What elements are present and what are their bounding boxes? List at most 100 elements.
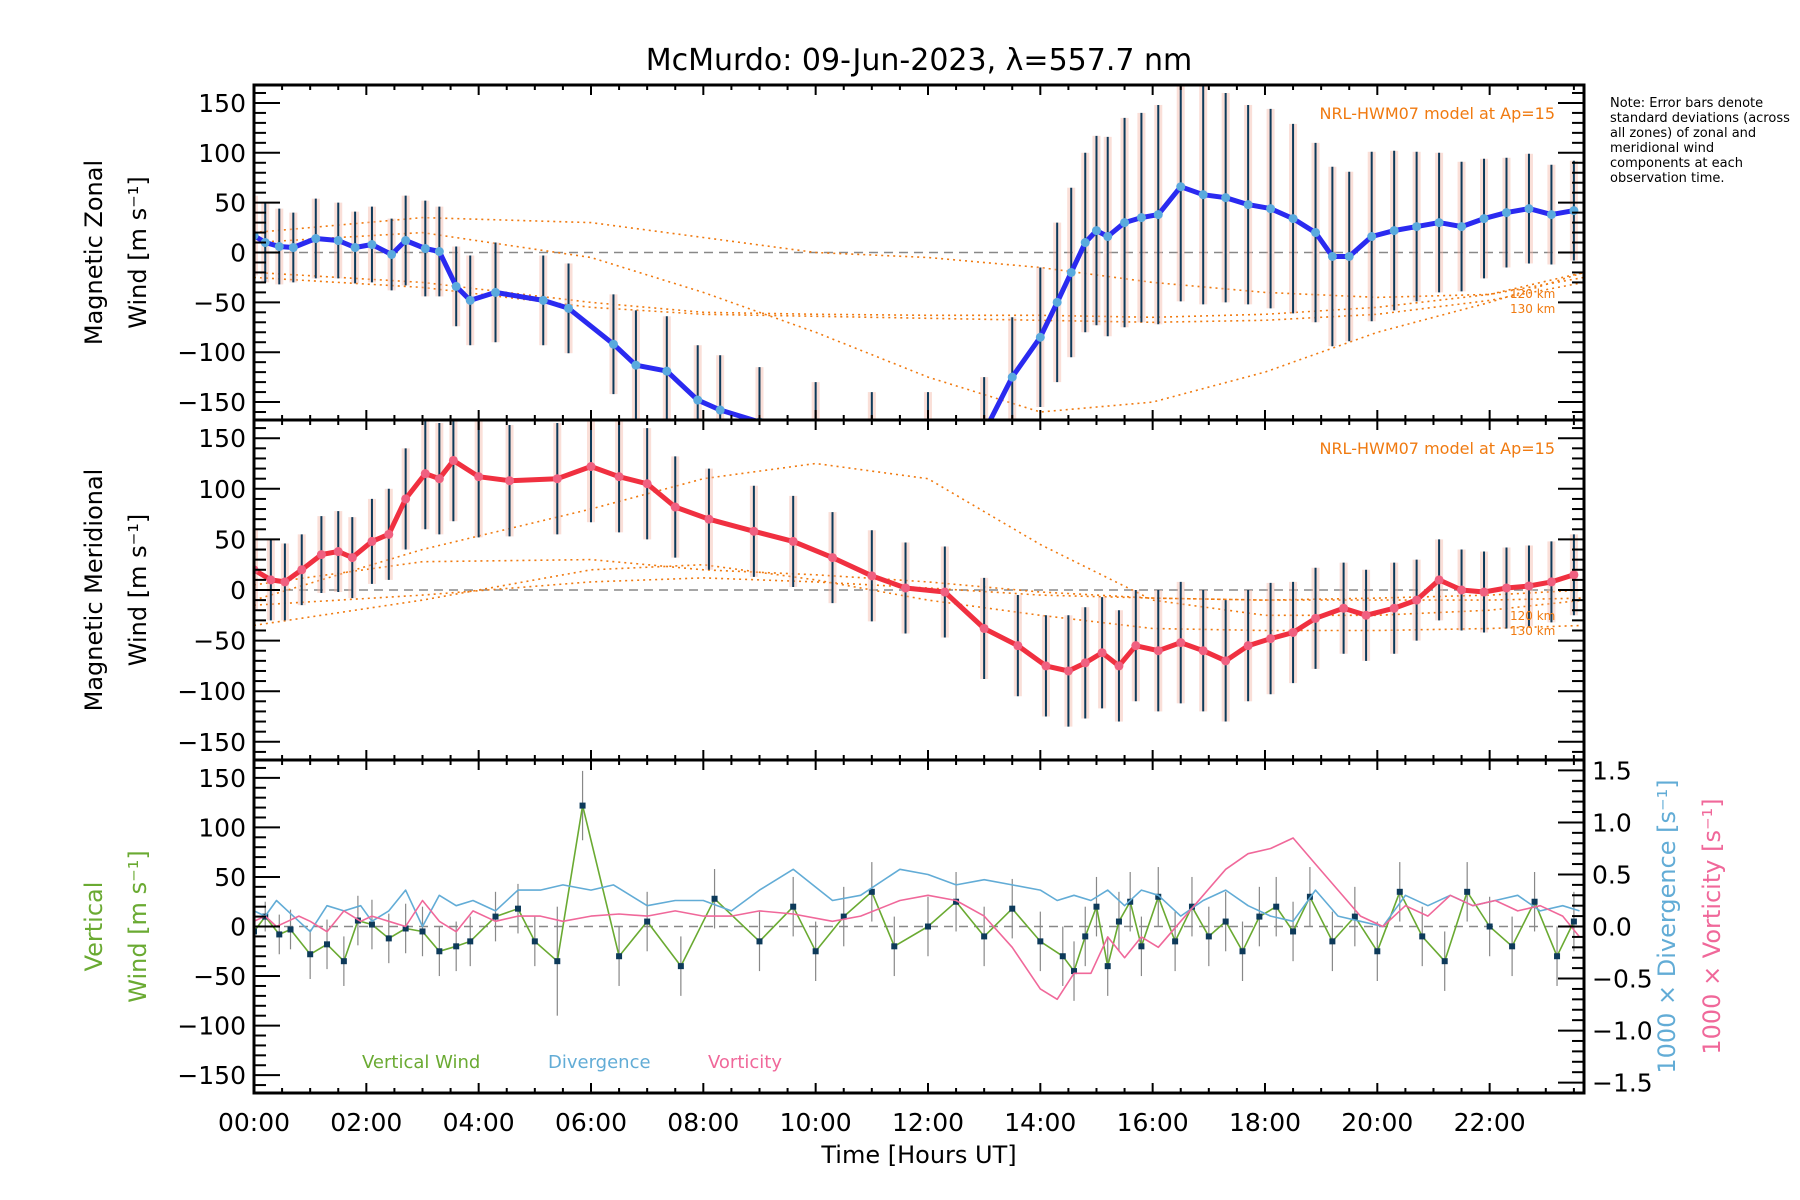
data-point — [1419, 933, 1426, 940]
y-tick-label: 100 — [198, 813, 246, 842]
data-point — [811, 432, 820, 441]
series-vertical-wind — [254, 770, 1577, 1016]
panel-meridional: −150 −100 −50 0 50 100 150 NRL-HWM07 model at A… — [80, 418, 1586, 762]
data-point — [891, 943, 898, 950]
altitude-label: 130 km — [1510, 302, 1555, 316]
data-point — [1361, 610, 1371, 620]
data-point — [788, 536, 798, 546]
data-point — [756, 938, 763, 945]
x-tick-label: 06:00 — [555, 1108, 627, 1137]
model-curve-0 — [254, 462, 1584, 617]
data-point — [419, 928, 426, 935]
data-point — [1389, 603, 1399, 613]
data-point — [1351, 913, 1358, 920]
data-point — [1131, 641, 1141, 651]
legend-item: Vorticity — [708, 1052, 782, 1073]
y-tick-label: 0 — [230, 576, 246, 605]
data-point — [354, 917, 361, 924]
data-point — [387, 249, 397, 259]
y-tick-label: 0 — [230, 913, 246, 942]
data-point — [1389, 226, 1399, 236]
plot-area — [254, 420, 1584, 727]
data-point — [1035, 332, 1045, 342]
data-point — [1155, 893, 1162, 900]
data-point — [491, 287, 501, 297]
y-tick-label: 100 — [198, 139, 246, 168]
y-tick-label: 150 — [198, 424, 246, 453]
data-point — [704, 514, 714, 524]
data-point — [288, 243, 298, 253]
data-point — [1172, 938, 1179, 945]
data-point — [1329, 938, 1336, 945]
data-point — [465, 295, 475, 305]
data-point — [1509, 943, 1516, 950]
data-point — [1344, 251, 1354, 261]
data-point — [311, 234, 321, 244]
y2-tick-label: −1.0 — [1592, 1017, 1653, 1046]
data-point — [1114, 661, 1124, 671]
data-point — [1104, 963, 1111, 970]
altitude-label: 130 km — [1510, 624, 1555, 638]
data-point — [840, 913, 847, 920]
data-point — [1457, 222, 1467, 232]
data-point — [1222, 918, 1229, 925]
y-label-line1: Vertical — [80, 882, 108, 972]
data-point — [1273, 903, 1280, 910]
data-point — [711, 895, 718, 902]
y-tick-label: 150 — [198, 764, 246, 793]
data-point — [1188, 903, 1195, 910]
data-point — [1097, 648, 1107, 658]
model-curve-2 — [254, 271, 1584, 319]
y-tick-label: −100 — [177, 677, 246, 706]
data-point — [1374, 948, 1381, 955]
data-point — [1221, 193, 1231, 203]
data-point — [812, 948, 819, 955]
data-point — [1115, 918, 1122, 925]
series-meridional-wind — [254, 420, 1579, 727]
data-point — [402, 925, 409, 932]
data-point — [1524, 581, 1534, 591]
data-point — [614, 472, 624, 482]
data-point — [538, 295, 548, 305]
data-point — [828, 553, 838, 563]
y-tick-label: −50 — [193, 627, 246, 656]
data-point — [924, 923, 931, 930]
data-point — [340, 958, 347, 965]
data-point — [474, 472, 484, 482]
y-tick-label: 50 — [214, 525, 246, 554]
data-point — [1290, 928, 1297, 935]
y2-tick-label: 1.0 — [1592, 808, 1632, 837]
data-point — [579, 802, 586, 809]
data-point — [324, 941, 331, 948]
y2-tick-label: −1.5 — [1592, 1069, 1653, 1098]
x-tick-label: 02:00 — [330, 1108, 402, 1137]
y-tick-label: −150 — [177, 388, 246, 417]
data-point — [1013, 641, 1023, 651]
data-point — [451, 281, 461, 291]
data-point — [420, 244, 430, 254]
plot-area — [254, 770, 1584, 1016]
data-point — [350, 243, 360, 253]
data-point — [434, 474, 444, 484]
data-point — [1205, 933, 1212, 940]
data-point — [401, 236, 411, 246]
y2-tick-label: 1.5 — [1592, 756, 1632, 785]
data-point — [1501, 583, 1511, 593]
data-point — [1136, 213, 1146, 223]
data-point — [1531, 898, 1538, 905]
data-point — [1120, 218, 1130, 228]
series-line — [254, 458, 1575, 674]
x-tick-label: 22:00 — [1454, 1108, 1526, 1137]
data-point — [1434, 218, 1444, 228]
data-point — [1059, 953, 1066, 960]
data-point — [608, 339, 618, 349]
data-point — [367, 240, 377, 250]
data-point — [531, 938, 538, 945]
data-point — [1080, 658, 1090, 668]
data-point — [420, 469, 430, 479]
legend-item: Divergence — [548, 1052, 651, 1073]
y2-tick-label: 0.5 — [1592, 860, 1632, 889]
data-point — [1288, 214, 1298, 224]
data-point — [1311, 613, 1321, 623]
